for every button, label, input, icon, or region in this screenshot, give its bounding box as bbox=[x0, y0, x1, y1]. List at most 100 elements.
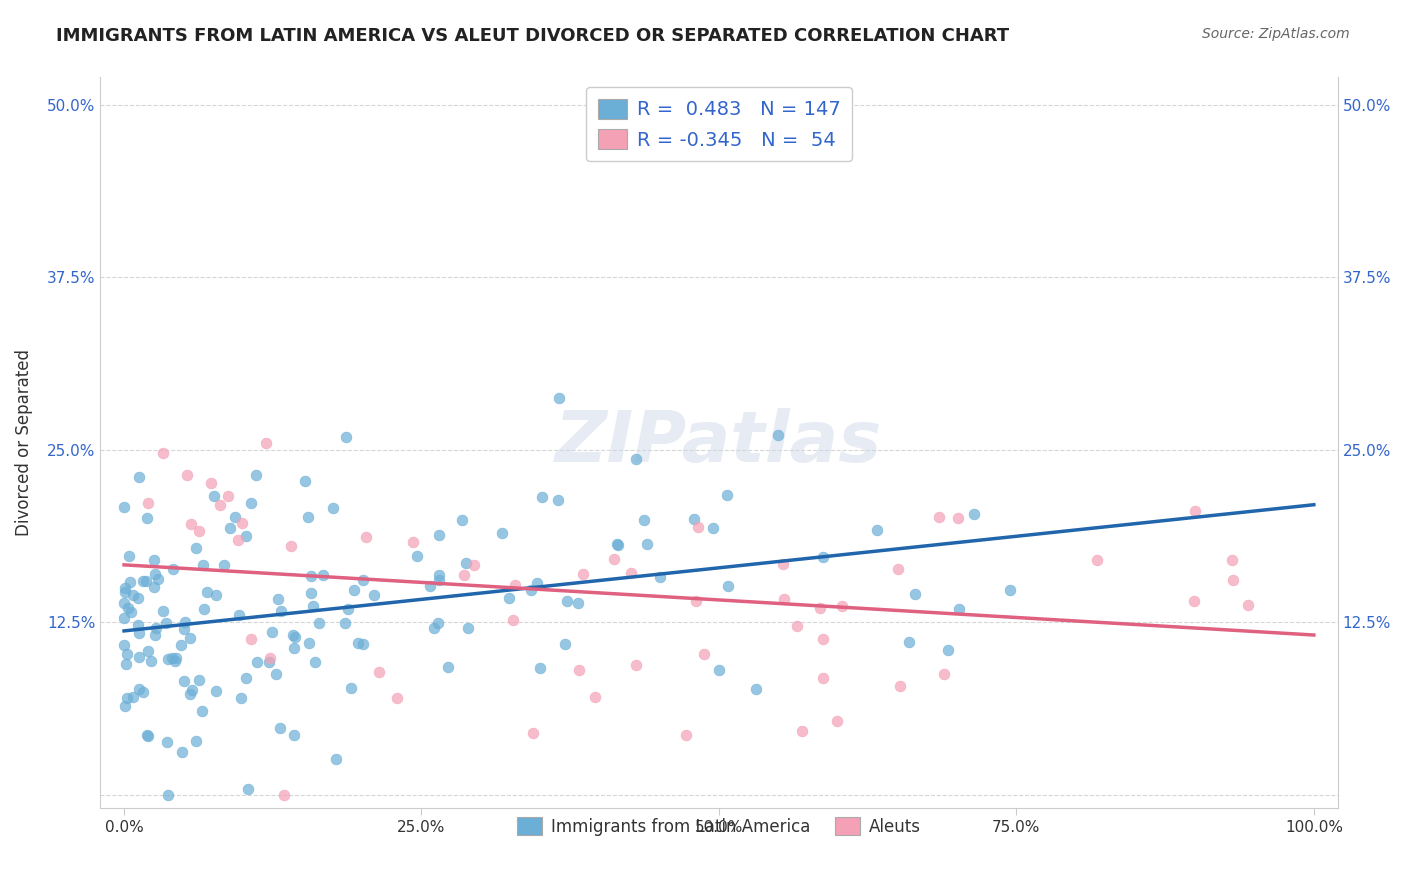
Point bbox=[246, 656, 269, 670]
Point bbox=[343, 583, 366, 598]
Point bbox=[294, 474, 316, 488]
Point bbox=[283, 728, 305, 742]
Point bbox=[897, 635, 920, 649]
Point bbox=[948, 602, 970, 616]
Point bbox=[117, 648, 139, 662]
Point bbox=[141, 654, 163, 668]
Point bbox=[228, 608, 250, 623]
Point bbox=[148, 572, 170, 586]
Point bbox=[114, 585, 136, 599]
Point bbox=[143, 553, 166, 567]
Point bbox=[335, 616, 357, 631]
Point bbox=[998, 583, 1021, 598]
Point bbox=[162, 562, 184, 576]
Legend: Immigrants from Latin America, Aleuts: Immigrants from Latin America, Aleuts bbox=[509, 809, 929, 844]
Point bbox=[283, 628, 305, 642]
Point bbox=[335, 429, 357, 443]
Point bbox=[831, 599, 853, 614]
Point bbox=[143, 628, 166, 642]
Point bbox=[114, 657, 136, 671]
Point bbox=[193, 601, 215, 615]
Point bbox=[156, 735, 179, 749]
Point bbox=[308, 615, 330, 630]
Point bbox=[825, 714, 848, 729]
Point bbox=[620, 566, 643, 581]
Point bbox=[174, 615, 197, 630]
Point bbox=[567, 596, 589, 610]
Point bbox=[453, 568, 475, 582]
Point bbox=[184, 541, 207, 556]
Point bbox=[606, 537, 628, 551]
Point bbox=[1220, 553, 1243, 567]
Point bbox=[772, 591, 794, 606]
Point bbox=[257, 655, 280, 669]
Point bbox=[160, 650, 183, 665]
Point bbox=[156, 651, 179, 665]
Point bbox=[406, 549, 429, 563]
Point bbox=[114, 638, 136, 652]
Point bbox=[934, 667, 956, 681]
Point bbox=[117, 690, 139, 705]
Point bbox=[120, 574, 142, 589]
Point bbox=[401, 535, 423, 549]
Point bbox=[808, 601, 831, 615]
Point bbox=[245, 467, 267, 482]
Point bbox=[173, 623, 195, 637]
Point bbox=[135, 574, 157, 589]
Text: Source: ZipAtlas.com: Source: ZipAtlas.com bbox=[1202, 27, 1350, 41]
Point bbox=[283, 640, 305, 655]
Point bbox=[745, 681, 768, 696]
Point bbox=[208, 498, 231, 512]
Point bbox=[683, 512, 706, 526]
Point bbox=[155, 616, 177, 631]
Point bbox=[571, 567, 593, 582]
Point bbox=[866, 523, 889, 537]
Point bbox=[132, 574, 155, 589]
Point bbox=[112, 611, 135, 625]
Point bbox=[114, 581, 136, 595]
Point bbox=[188, 673, 211, 687]
Point bbox=[298, 636, 321, 650]
Point bbox=[502, 614, 524, 628]
Point bbox=[270, 604, 292, 618]
Point bbox=[340, 681, 363, 695]
Point bbox=[904, 587, 927, 601]
Point bbox=[352, 573, 374, 587]
Point bbox=[280, 540, 302, 554]
Point bbox=[1236, 598, 1258, 612]
Point bbox=[1085, 553, 1108, 567]
Point bbox=[367, 665, 389, 679]
Point bbox=[205, 588, 228, 602]
Point bbox=[135, 510, 157, 524]
Point bbox=[299, 586, 322, 600]
Point bbox=[602, 552, 624, 566]
Point bbox=[231, 516, 253, 531]
Point bbox=[179, 687, 201, 701]
Point bbox=[127, 591, 149, 605]
Point bbox=[385, 691, 408, 706]
Point bbox=[120, 605, 142, 619]
Point bbox=[136, 496, 159, 510]
Point bbox=[889, 679, 911, 693]
Text: IMMIGRANTS FROM LATIN AMERICA VS ALEUT DIVORCED OR SEPARATED CORRELATION CHART: IMMIGRANTS FROM LATIN AMERICA VS ALEUT D… bbox=[56, 27, 1010, 45]
Point bbox=[172, 745, 194, 759]
Point bbox=[648, 569, 671, 583]
Point bbox=[547, 493, 569, 508]
Point bbox=[426, 615, 449, 630]
Point bbox=[205, 683, 228, 698]
Point bbox=[229, 690, 252, 705]
Point bbox=[112, 596, 135, 610]
Point bbox=[607, 538, 630, 552]
Point bbox=[179, 631, 201, 645]
Point bbox=[491, 526, 513, 541]
Point bbox=[766, 428, 789, 442]
Point bbox=[117, 601, 139, 615]
Point bbox=[463, 558, 485, 572]
Point bbox=[202, 489, 225, 503]
Point bbox=[127, 618, 149, 632]
Point bbox=[429, 528, 451, 542]
Point bbox=[235, 671, 257, 685]
Point bbox=[811, 632, 834, 647]
Point bbox=[236, 782, 259, 797]
Point bbox=[112, 500, 135, 514]
